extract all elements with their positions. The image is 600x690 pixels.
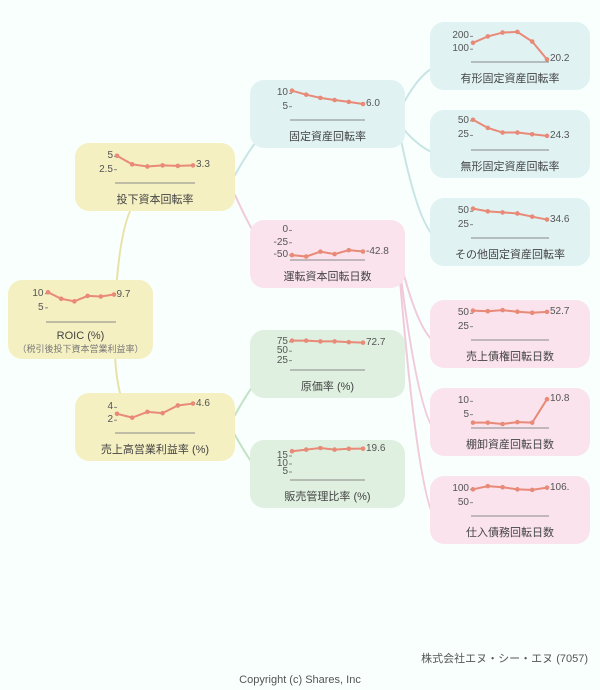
ytick-label: 2 xyxy=(107,415,113,425)
ytick-label: 100 xyxy=(452,484,469,494)
node-title: 無形固定資産回転率 xyxy=(438,158,582,174)
node-intangible: 25 50 24.3 無形固定資産回転率 xyxy=(430,110,590,178)
node-cost_ratio: 255075 72.7 原価率 (%) xyxy=(250,330,405,398)
ytick-label: -50 xyxy=(274,250,288,260)
node-inv_days: 5 10 10.8 棚卸資産回転日数 xyxy=(430,388,590,456)
ytick-label: 50 xyxy=(458,206,469,216)
company-label: 株式会社エヌ・シー・エヌ (7057) xyxy=(421,650,588,666)
ytick-label: 10 xyxy=(458,396,469,406)
ytick-label: 75 xyxy=(277,337,288,347)
node-tangible: 100 200 20.2 有形固定資産回転率 xyxy=(430,22,590,90)
node-ap_days: 50 100 106. 仕入債務回転日数 xyxy=(430,476,590,544)
node-other_fixed: 25 50 34.6 その他固定資産回転率 xyxy=(430,198,590,266)
node-title: 仕入債務回転日数 xyxy=(438,524,582,540)
end-value-label: 34.6 xyxy=(550,214,569,225)
end-value-label: 72.7 xyxy=(366,337,385,348)
end-value-label: 20.2 xyxy=(550,53,569,64)
node-title: 原価率 (%) xyxy=(258,378,397,394)
ytick-label: 50 xyxy=(277,346,288,356)
ytick-label: 10 xyxy=(277,88,288,98)
node-title: 棚卸資産回転日数 xyxy=(438,436,582,452)
node-title: 販売管理比率 (%) xyxy=(258,488,397,504)
ytick-label: 5 xyxy=(107,151,113,161)
ytick-label: 0 xyxy=(282,225,288,235)
end-value-label: 106. xyxy=(550,482,569,493)
node-op_margin: 2 4 4.6 売上高営業利益率 (%) xyxy=(75,393,235,461)
copyright-label: Copyright (c) Shares, Inc xyxy=(239,674,361,686)
ytick-label: 100 xyxy=(452,44,469,54)
ytick-label: -25 xyxy=(274,238,288,248)
ytick-label: 10 xyxy=(32,289,43,299)
ytick-label: 5 xyxy=(282,102,288,112)
ytick-label: 4 xyxy=(107,402,113,412)
node-title: 固定資産回転率 xyxy=(258,128,397,144)
node-title: ROIC (%) xyxy=(16,330,145,342)
ytick-label: 25 xyxy=(458,322,469,332)
ytick-label: 5 xyxy=(463,410,469,420)
end-value-label: 24.3 xyxy=(550,130,569,141)
end-value-label: 6.0 xyxy=(366,98,380,109)
end-value-label: 10.8 xyxy=(550,393,569,404)
node-ar_days: 25 50 52.7 売上債権回転日数 xyxy=(430,300,590,368)
node-title: 売上債権回転日数 xyxy=(438,348,582,364)
node-wc_days: -50 -25 0 -42.8 運転資本回転日数 xyxy=(250,220,405,288)
node-title: 有形固定資産回転率 xyxy=(438,70,582,86)
node-fixed_turnover: 5 10 6.0 固定資産回転率 xyxy=(250,80,405,148)
end-value-label: 3.3 xyxy=(196,159,210,170)
ytick-label: 5 xyxy=(38,303,44,313)
ytick-label: 50 xyxy=(458,308,469,318)
ytick-label: 25 xyxy=(458,220,469,230)
node-title: 投下資本回転率 xyxy=(83,191,227,207)
node-roic: 5 10 9.7 ROIC (%)（税引後投下資本営業利益率） xyxy=(8,280,153,359)
ytick-label: 2.5 xyxy=(99,165,113,175)
node-invested_turnover: 2.5 5 3.3 投下資本回転率 xyxy=(75,143,235,211)
ytick-label: 200 xyxy=(452,31,469,41)
node-title: 売上高営業利益率 (%) xyxy=(83,441,227,457)
node-sga_ratio: 5101519.6販売管理比率 (%) xyxy=(250,440,405,508)
node-title: 運転資本回転日数 xyxy=(258,268,397,284)
ytick-label: 15 xyxy=(277,451,288,461)
ytick-label: 50 xyxy=(458,116,469,126)
node-subtitle: （税引後投下資本営業利益率） xyxy=(16,342,145,355)
ytick-label: 50 xyxy=(458,498,469,508)
ytick-label: 25 xyxy=(277,356,288,366)
end-value-label: 9.7 xyxy=(117,289,131,300)
end-value-label: -42.8 xyxy=(366,246,389,257)
end-value-label: 52.7 xyxy=(550,306,569,317)
ytick-label: 25 xyxy=(458,130,469,140)
end-value-label: 4.6 xyxy=(196,398,210,409)
node-title: その他固定資産回転率 xyxy=(438,246,582,262)
end-value-label: 19.6 xyxy=(366,443,385,454)
